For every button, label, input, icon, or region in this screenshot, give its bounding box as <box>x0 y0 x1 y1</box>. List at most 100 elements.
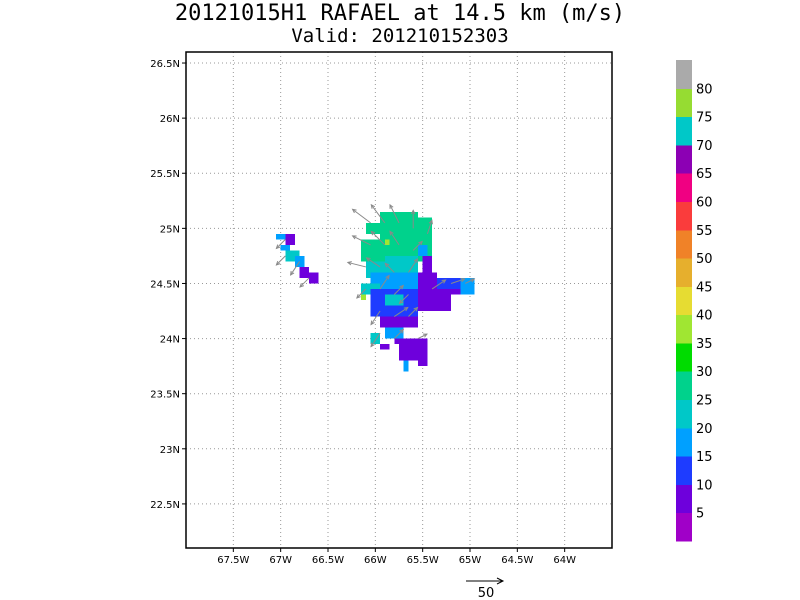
colorbar-swatch <box>676 201 692 231</box>
wind-vector-shaft <box>450 278 465 284</box>
wind-vector-shaft <box>370 231 386 246</box>
wind-vector <box>275 255 286 266</box>
wind-vector-shaft <box>366 257 381 268</box>
x-tick-label: 67W <box>269 555 292 566</box>
wind-vector <box>351 235 371 246</box>
wind-vector-head <box>289 270 295 276</box>
colorbar-label: 50 <box>696 252 713 267</box>
colorbar-swatch <box>676 258 692 287</box>
wind-vector-head <box>299 283 305 288</box>
colorbar-swatch <box>676 88 692 118</box>
x-tick-label: 64.5W <box>501 555 533 566</box>
wind-vector-shaft <box>370 332 381 347</box>
heatmap-cell <box>309 272 319 284</box>
x-tick-label: 67.5W <box>217 555 249 566</box>
heatmap-cell <box>413 217 433 234</box>
wind-vector-shaft <box>276 255 286 266</box>
heatmap-cell <box>299 266 310 278</box>
wind-vector-head <box>365 257 371 262</box>
chart-title: 20121015H1 RAFAEL at 14.5 km (m/s) <box>174 1 626 26</box>
heatmap-cell <box>436 277 470 289</box>
colorbar-label: 35 <box>696 337 713 352</box>
wind-vectors <box>275 203 476 348</box>
wind-vector-head <box>370 320 375 326</box>
colorbar-swatch <box>676 484 692 514</box>
wind-vector-head <box>413 257 419 263</box>
colorbar-label: 20 <box>696 422 713 437</box>
heatmap-cell <box>365 222 414 234</box>
wind-vector-shaft <box>393 307 409 317</box>
heatmap-cell <box>361 294 366 300</box>
wind-vector-shaft <box>412 241 423 251</box>
wind-vector-shaft <box>426 220 433 235</box>
wind-vector-shaft <box>393 329 404 339</box>
wind-vector-shaft <box>384 263 395 273</box>
wind-vector <box>275 239 286 250</box>
wind-vector-shaft <box>389 204 400 224</box>
heatmap-cell <box>403 360 409 372</box>
wind-vector <box>384 262 395 273</box>
wind-vector <box>411 209 416 229</box>
colorbar-swatch <box>676 427 692 457</box>
colorbar-label: 55 <box>696 224 713 239</box>
wind-vector-shaft <box>276 239 286 249</box>
wind-vector <box>412 240 424 251</box>
wind-vector <box>289 261 301 276</box>
reference-vector-label: 50 <box>478 586 495 600</box>
wind-vector-head <box>351 235 357 240</box>
heatmap-cell <box>436 288 452 312</box>
colorbar-label: 30 <box>696 365 713 380</box>
y-axis-ticks: 22.5N 23N 23.5N 24N 24.5N 25N 25.5N 26N 26.5N <box>150 59 186 511</box>
heatmap-cell <box>384 255 418 273</box>
colorbar-swatch <box>676 229 692 259</box>
wind-vector-head <box>399 284 405 290</box>
colorbar-label: 15 <box>696 450 713 465</box>
colorbar-label: 75 <box>696 111 713 126</box>
heatmap-cell <box>384 294 404 306</box>
wind-vector <box>351 208 371 224</box>
heatmap-cell <box>380 344 390 350</box>
wind-vector <box>365 257 381 268</box>
colorbar-swatch <box>676 173 692 202</box>
wind-vector <box>389 230 400 246</box>
colorbar-swatch <box>676 116 692 146</box>
wind-vector-shaft <box>465 278 475 284</box>
y-tick-label: 26.5N <box>150 59 180 70</box>
wind-vector-head <box>370 342 375 348</box>
colorbar: 5 10 15 20 25 30 35 40 45 50 55 60 65 70 75 80 <box>676 60 713 542</box>
heatmap-cell <box>285 233 295 245</box>
wind-vector-head <box>470 278 476 283</box>
x-tick-label: 66W <box>364 555 387 566</box>
colorbar-swatch <box>676 60 692 89</box>
wind-vector-shaft <box>379 275 390 290</box>
reference-vector: 50 <box>466 577 505 600</box>
colorbar-label: 70 <box>696 139 713 154</box>
wind-speed-field <box>275 211 475 372</box>
heatmap-cell <box>285 250 300 262</box>
wind-vector-head <box>275 244 281 250</box>
heatmap-cell <box>417 272 437 312</box>
heatmap-cell <box>361 239 381 262</box>
wind-vector <box>408 257 419 273</box>
x-tick-label: 65.5W <box>407 555 439 566</box>
colorbar-swatch <box>676 342 692 372</box>
wind-vector <box>370 332 381 348</box>
colorbar-swatch <box>676 399 692 429</box>
wind-vector <box>379 274 390 290</box>
colorbar-label: 60 <box>696 195 713 210</box>
x-tick-label: 66.5W <box>312 555 344 566</box>
colorbar-label: 65 <box>696 167 713 182</box>
wind-vector <box>465 278 476 284</box>
wind-vector <box>426 219 433 235</box>
x-tick-label: 65W <box>459 555 482 566</box>
heatmap-cell <box>394 338 428 345</box>
wind-vector <box>370 230 386 246</box>
wind-vector <box>356 288 367 299</box>
wind-vector-shaft <box>356 288 367 299</box>
heatmap-cell <box>280 244 291 251</box>
heatmap-cell <box>422 255 433 273</box>
wind-vector-head <box>275 260 281 266</box>
wind-vector-shaft <box>408 307 418 317</box>
heatmap-cell <box>399 344 414 361</box>
